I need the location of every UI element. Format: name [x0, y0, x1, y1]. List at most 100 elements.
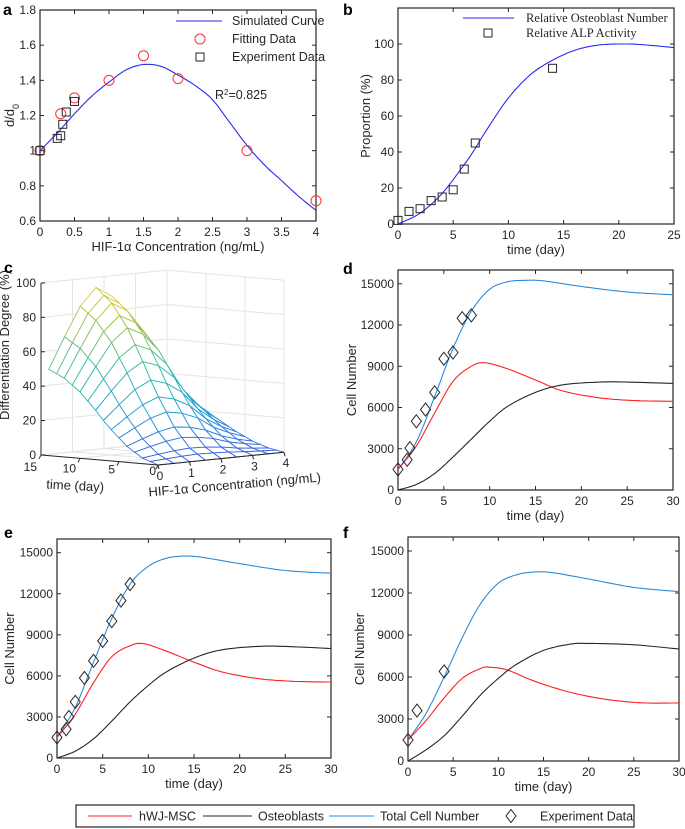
concentration-tick-label: 3 [251, 459, 258, 473]
x-tick-label: 0 [54, 762, 61, 776]
data-point-square [404, 206, 414, 216]
x-tick-label: 30 [672, 765, 685, 779]
y-tick-label: 15000 [20, 546, 54, 560]
y-tick-label: 1.2 [19, 109, 36, 123]
y-tick-label: 9000 [26, 628, 53, 642]
series-line [408, 666, 679, 741]
x-tick-label: 0 [395, 494, 402, 508]
legend-item: Relative ALP Activity [483, 26, 637, 40]
x-tick-label: 10 [502, 228, 516, 242]
time-tick-label: 15 [24, 460, 38, 474]
x-tick-label: 30 [666, 494, 680, 508]
legend-item: Total Cell Number [329, 810, 479, 824]
time-tick [38, 454, 42, 460]
x-tick-label: 5 [450, 228, 457, 242]
data-point-square [548, 63, 558, 73]
legend-label: Relative Osteoblast Number [526, 11, 668, 25]
y-tick-label: 1.6 [19, 38, 36, 52]
x-tick-label: 30 [324, 762, 338, 776]
series-relative-alp-activity [393, 63, 558, 225]
x-tick-label: 15 [529, 494, 543, 508]
series-line [398, 381, 673, 490]
y-tick-label: 0 [46, 751, 53, 765]
x-tick-label: 15 [187, 762, 201, 776]
y-tick-label: 3000 [26, 710, 53, 724]
legend-item: Experiment Data [195, 50, 325, 64]
y-axis-label: Proportion (%) [358, 74, 373, 158]
y-tick-label: 3000 [367, 442, 394, 456]
surface-mesh [48, 286, 285, 466]
y-tick-label: 9000 [367, 359, 394, 373]
data-point-diamond [392, 462, 404, 477]
chart-panel-a: 0 0.5 1 1.5 2 2.5 3 3.5 4 0.6 0.8 1 1.2 1.4 1.6 1.8 HIF-… [2, 2, 325, 254]
data-point-diamond [429, 385, 441, 400]
x-tick-label: 20 [612, 228, 626, 242]
y-tick-label: 12000 [361, 318, 395, 332]
panel-label: f [343, 525, 349, 542]
data-point-diamond [124, 576, 136, 592]
series-total-cell-number [398, 279, 673, 470]
data-point-diamond [410, 413, 422, 429]
r-squared-annotation: R2=0.825 [215, 88, 267, 103]
y-tick-label: 6000 [377, 670, 404, 684]
annotation-main: R [215, 88, 224, 102]
y-axis-label-main: Cell Number [2, 612, 17, 685]
series-hwj-msc [408, 666, 679, 741]
data-point-diamond [60, 721, 72, 737]
x-tick-label: 0 [395, 228, 402, 242]
data-point-diamond [106, 613, 118, 629]
y-tick-label: 0.6 [19, 214, 36, 228]
data-point-square [58, 119, 68, 129]
axes-3d [38, 282, 286, 470]
data-point-circle [55, 108, 67, 120]
data-point-square [415, 204, 425, 214]
data-point-square [35, 146, 45, 156]
x-tick-label: 5 [99, 762, 106, 776]
x-tick-label: 0.5 [66, 225, 83, 239]
data-point-circle [138, 50, 149, 62]
series-osteoblasts [398, 381, 673, 490]
series-experiment-data [402, 664, 450, 748]
y-axis-label: Cell Number [344, 343, 359, 416]
x-tick-label: 10 [492, 765, 506, 779]
plot-area [407, 536, 680, 762]
series-line [398, 43, 674, 224]
x-tick-label: 1.5 [135, 225, 152, 239]
x-tick-label: 5 [450, 765, 457, 779]
y-axis-label-main: Cell Number [344, 343, 359, 416]
x-tick-label: 4 [313, 225, 320, 239]
series-fitting-data [34, 50, 322, 207]
x-tick-label: 20 [233, 762, 247, 776]
series-experiment-data [51, 576, 136, 745]
series-line [57, 645, 331, 758]
series-line [57, 555, 331, 738]
data-point-square [56, 131, 66, 141]
y-tick-label: 6000 [367, 401, 394, 415]
x-tick-label: 25 [627, 765, 641, 779]
time-tick [77, 458, 81, 463]
plot-area [397, 269, 674, 491]
data-point-diamond [447, 345, 459, 360]
data-point-square [393, 215, 403, 225]
legend-label: Simulated Curve [232, 14, 324, 28]
shared-legend: hWJ-MSC Osteoblasts Total Cell Number Exper… [75, 804, 635, 828]
x-axis-label: time (day) [165, 776, 223, 791]
time-axis-label: time (day) [46, 477, 105, 495]
series-osteoblasts [57, 645, 331, 758]
data-point-diamond [69, 694, 81, 710]
annotation-rest: =0.825 [228, 88, 267, 102]
series-hwj-msc [398, 362, 673, 470]
time-tick-label: 10 [63, 461, 77, 475]
data-point-diamond [411, 703, 423, 718]
legend-item: Simulated Curve [176, 14, 324, 28]
legend-item: Osteoblasts [203, 810, 324, 824]
y-tick-label: 60 [381, 109, 395, 123]
chart-panel-f: 0 5 10 15 20 25 30 0 3000 6000 9000 12000 15000 time … [343, 525, 685, 794]
legend-label: hWJ-MSC [139, 810, 196, 824]
series-line [398, 362, 673, 470]
plot-area [56, 538, 332, 759]
legend-marker-square [483, 28, 493, 38]
time-tick-label: 5 [108, 463, 115, 477]
data-point-diamond [438, 351, 450, 367]
series-total-cell-number [57, 555, 331, 738]
